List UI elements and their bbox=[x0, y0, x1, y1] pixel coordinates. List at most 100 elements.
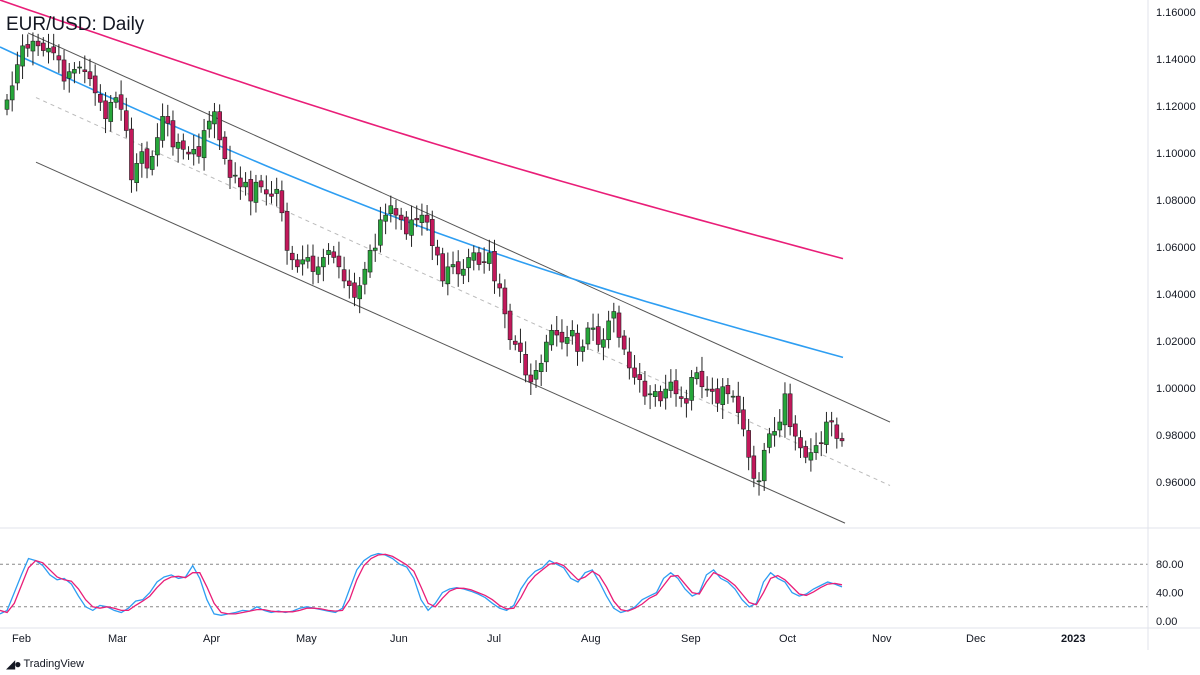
time-tick-label: 2023 bbox=[1061, 633, 1085, 645]
candle-body bbox=[123, 110, 129, 131]
candle-body bbox=[627, 351, 632, 369]
candle-body bbox=[284, 211, 290, 251]
candle bbox=[673, 369, 679, 407]
candle bbox=[466, 248, 471, 283]
candle bbox=[46, 33, 51, 64]
candle-body bbox=[751, 455, 757, 479]
candle-body bbox=[450, 264, 456, 268]
candle bbox=[295, 253, 300, 273]
candle bbox=[787, 383, 793, 436]
candle-body bbox=[637, 374, 643, 381]
time-tick-label: Dec bbox=[966, 633, 986, 645]
candle-body bbox=[238, 177, 243, 188]
candle-body bbox=[699, 370, 705, 388]
candle bbox=[238, 166, 243, 200]
candle-body bbox=[533, 369, 539, 380]
candle bbox=[160, 103, 165, 148]
stochastic-pane[interactable] bbox=[0, 552, 1148, 616]
candle bbox=[502, 279, 508, 329]
candle-body bbox=[388, 205, 394, 215]
candle bbox=[404, 211, 409, 240]
candle-body bbox=[549, 330, 554, 346]
candle-body bbox=[346, 280, 352, 286]
candle bbox=[144, 141, 150, 179]
candle bbox=[82, 55, 88, 84]
price-tick-label: 1.14000 bbox=[1156, 54, 1196, 66]
candle-body bbox=[217, 111, 222, 141]
price-tick-label: 1.02000 bbox=[1156, 336, 1196, 348]
candle bbox=[201, 118, 207, 171]
candle bbox=[756, 472, 762, 496]
candle-body bbox=[424, 214, 430, 223]
candle bbox=[87, 58, 93, 87]
candle bbox=[310, 244, 316, 285]
candle bbox=[378, 206, 383, 253]
candle bbox=[471, 245, 477, 271]
candle-body bbox=[310, 255, 316, 272]
candle-body bbox=[227, 159, 233, 178]
candle-body bbox=[30, 40, 36, 52]
candle bbox=[346, 269, 352, 299]
candle bbox=[580, 339, 585, 362]
candle-body bbox=[538, 362, 544, 373]
candle-body bbox=[331, 251, 337, 258]
candle bbox=[191, 134, 197, 166]
candle-body bbox=[144, 148, 150, 169]
candle-body bbox=[704, 388, 710, 391]
candle bbox=[149, 150, 155, 176]
candle bbox=[357, 276, 362, 314]
candle bbox=[518, 328, 523, 364]
candle bbox=[725, 378, 731, 404]
candle bbox=[777, 409, 783, 438]
candle bbox=[616, 305, 622, 348]
candle bbox=[341, 256, 347, 289]
candle bbox=[56, 44, 62, 73]
candle bbox=[772, 417, 777, 447]
candle-body bbox=[300, 259, 305, 265]
candle bbox=[139, 142, 145, 178]
candle bbox=[217, 104, 222, 150]
price-pane[interactable] bbox=[0, 0, 891, 524]
candle-body bbox=[818, 442, 824, 445]
candle-body bbox=[66, 71, 72, 79]
candle-body bbox=[108, 101, 114, 122]
candle-body bbox=[492, 251, 497, 282]
candle-body bbox=[279, 190, 285, 214]
candle-body bbox=[616, 312, 622, 338]
candle-body bbox=[554, 330, 560, 336]
candle-body bbox=[585, 327, 591, 345]
candle-body bbox=[621, 335, 627, 350]
candle bbox=[585, 322, 591, 350]
candle-body bbox=[352, 282, 357, 298]
candle-body bbox=[497, 283, 503, 289]
candle bbox=[20, 34, 25, 79]
candle-body bbox=[82, 69, 88, 73]
candle bbox=[710, 377, 715, 405]
candle-body bbox=[808, 452, 814, 461]
stochastic-tick-label: 40.00 bbox=[1156, 588, 1184, 600]
candle bbox=[813, 432, 819, 460]
candle-body bbox=[512, 340, 518, 345]
candle bbox=[678, 386, 684, 408]
candle bbox=[4, 94, 10, 116]
candle-body bbox=[87, 71, 93, 80]
candle bbox=[129, 117, 134, 193]
candle bbox=[611, 302, 617, 333]
candle bbox=[741, 396, 746, 437]
candle-body bbox=[315, 266, 321, 275]
candle-body bbox=[404, 216, 409, 235]
candle bbox=[829, 411, 834, 437]
candle-body bbox=[253, 181, 259, 203]
candle bbox=[186, 146, 191, 160]
candle bbox=[450, 251, 456, 275]
candle-body bbox=[326, 250, 331, 255]
candle-body bbox=[186, 151, 191, 155]
candle-body bbox=[165, 116, 171, 124]
candle-body bbox=[684, 398, 689, 404]
candle bbox=[77, 61, 82, 74]
candle bbox=[455, 250, 461, 287]
candle-body bbox=[435, 246, 440, 256]
candle-body bbox=[398, 214, 404, 221]
candle bbox=[9, 71, 15, 112]
